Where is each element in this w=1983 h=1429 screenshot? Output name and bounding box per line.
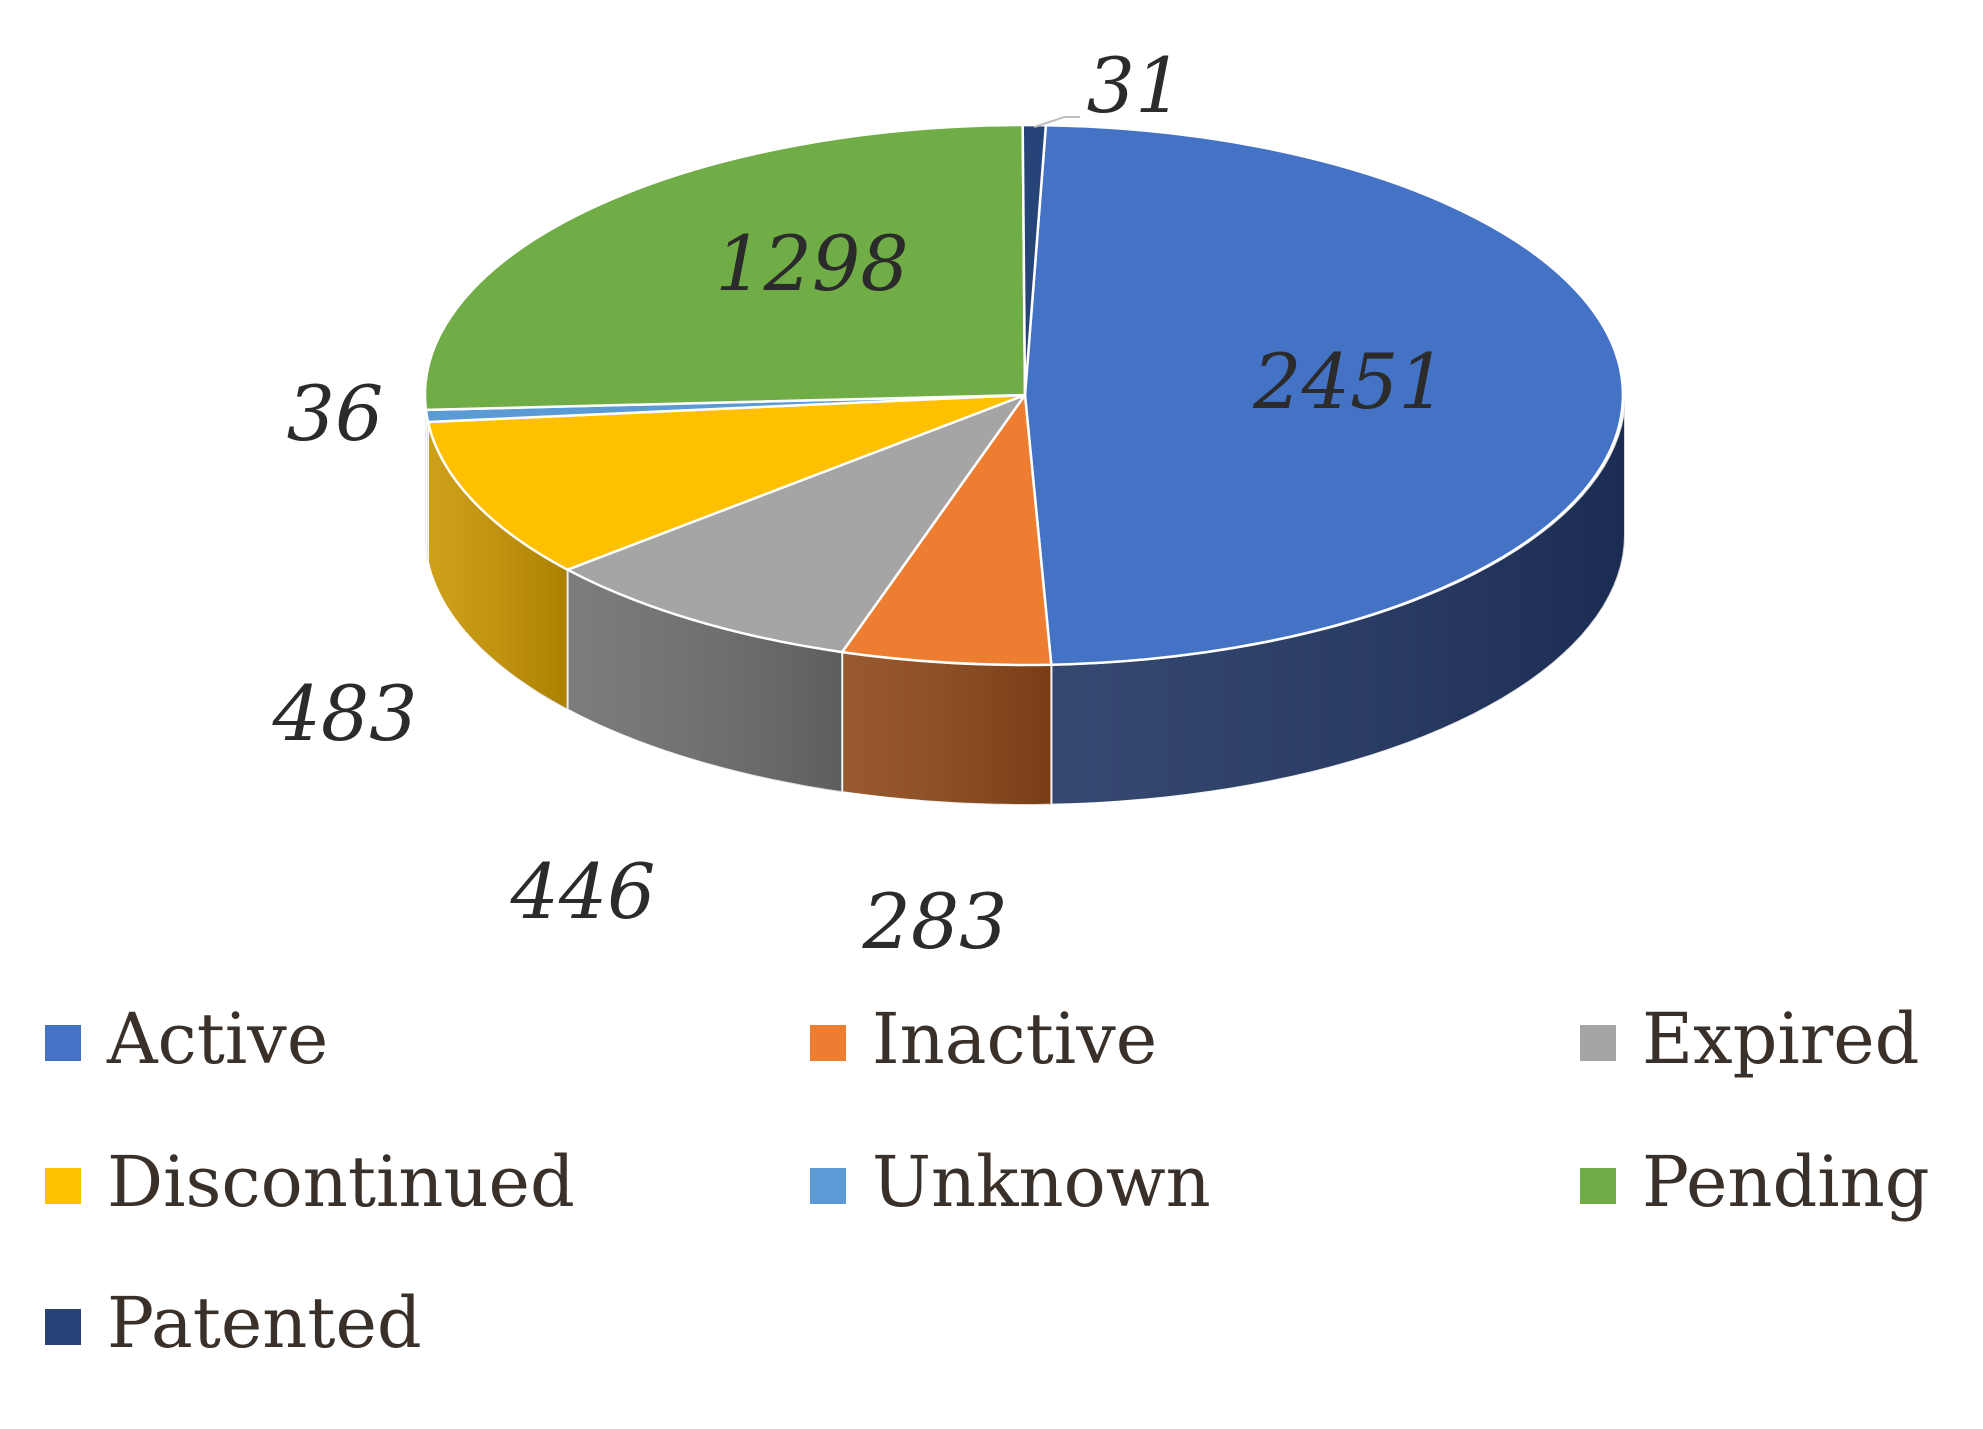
data-label-pending: 1298 [715,219,908,308]
slice-active [1023,123,1625,666]
data-label-unknown: 36 [287,369,384,458]
legend-label-expired: Expired [1642,998,1919,1080]
legend: Active Inactive Expired Discontinued Unknown… [45,998,1930,1364]
slice-pending [423,123,1027,412]
legend-item-active: Active [45,998,328,1080]
legend-label-inactive: Inactive [872,998,1157,1080]
legend-swatch-pending [1580,1168,1616,1204]
legend-swatch-patented [45,1309,81,1345]
legend-label-active: Active [106,998,328,1080]
legend-label-pending: Pending [1642,1141,1930,1223]
slice-patented [1021,123,1048,397]
side-wall-shade-pending [425,395,426,550]
legend-swatch-unknown [810,1168,846,1204]
legend-label-unknown: Unknown [872,1141,1211,1223]
side-wall-shade-discontinued [428,422,568,710]
slice-inactive [840,393,1053,667]
side-wall-shade-active [1051,395,1625,805]
legend-item-unknown: Unknown [810,1141,1211,1223]
leader-lines [1033,116,1080,128]
legend-item-discontinued: Discontinued [45,1141,575,1223]
data-label-patented: 31 [1087,41,1184,130]
legend-swatch-discontinued [45,1168,81,1204]
side-wall-shade-expired [567,569,843,793]
data-label-active: 2451 [1252,337,1446,426]
legend-label-patented: Patented [107,1282,422,1364]
legend-label-discontinued: Discontinued [107,1141,575,1223]
legend-swatch-inactive [810,1025,846,1061]
side-wall-shade-inactive [842,652,1052,805]
slice-expired [566,393,1027,654]
legend-item-patented: Patented [45,1282,422,1364]
legend-item-pending: Pending [1580,1141,1930,1223]
legend-item-expired: Expired [1580,998,1919,1080]
data-label-expired: 446 [509,847,655,936]
legend-swatch-expired [1580,1025,1616,1061]
data-label-discontinued: 483 [271,669,417,758]
legend-item-inactive: Inactive [810,998,1157,1080]
pie-slices [423,123,1625,667]
slice-discontinued [426,393,1027,571]
data-labels: 2451 283 446 483 36 1298 31 [271,41,1446,966]
leader-line-patented [1033,116,1080,128]
legend-swatch-active [45,1025,81,1061]
data-label-inactive: 283 [861,877,1007,966]
pie-side-walls [424,394,1626,806]
